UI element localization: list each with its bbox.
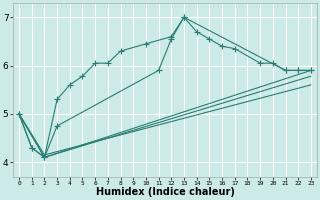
X-axis label: Humidex (Indice chaleur): Humidex (Indice chaleur)	[96, 187, 234, 197]
